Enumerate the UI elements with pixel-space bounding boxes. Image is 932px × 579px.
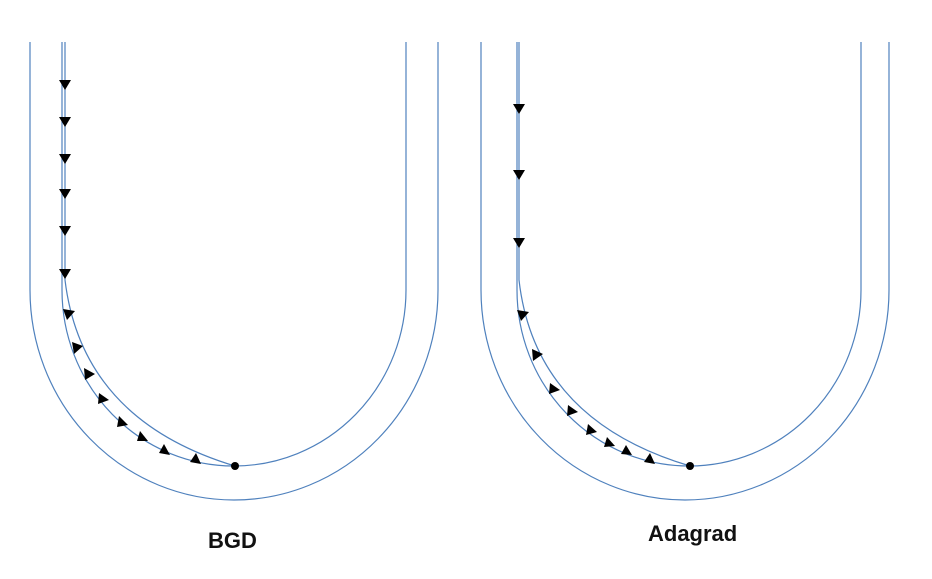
- adagrad-endpoint: [686, 462, 694, 470]
- adagrad-arrow-8: [586, 424, 597, 435]
- adagrad-arrow-4: [517, 310, 529, 321]
- bgd-arrow-9: [84, 368, 95, 380]
- bgd-arrow-3: [59, 154, 71, 164]
- adagrad-arrow-10: [621, 445, 632, 455]
- adagrad-arrow-11: [644, 453, 655, 464]
- bgd-arrow-13: [159, 444, 170, 455]
- adagrad-label: Adagrad: [648, 521, 738, 546]
- adagrad-arrow-2: [513, 170, 525, 180]
- adagrad-arrow-1: [513, 104, 525, 114]
- bgd-arrow-6: [59, 269, 71, 279]
- bgd-descent-path: [64, 42, 236, 467]
- bgd-endpoint: [231, 462, 239, 470]
- bgd-arrow-11: [117, 416, 128, 427]
- adagrad-outer-contour: [480, 42, 890, 501]
- bgd-arrow-4: [59, 189, 71, 199]
- bgd-arrow-12: [137, 431, 148, 441]
- bgd-arrows: [59, 80, 201, 464]
- adagrad-arrow-3: [513, 238, 525, 248]
- adagrad-descent-path: [518, 42, 691, 467]
- bgd-arrow-1: [59, 80, 71, 90]
- adagrad-arrow-7: [567, 405, 578, 416]
- adagrad-inner-contour: [516, 42, 862, 467]
- adagrad-arrows: [513, 104, 655, 464]
- adagrad-panel: [480, 42, 890, 501]
- bgd-inner-contour: [61, 42, 407, 467]
- bgd-arrow-14: [190, 453, 201, 464]
- adagrad-arrow-5: [532, 349, 543, 361]
- bgd-label: BGD: [208, 528, 257, 553]
- bgd-arrow-10: [98, 393, 109, 404]
- bgd-arrow-8: [72, 342, 83, 354]
- bgd-panel: [29, 42, 439, 501]
- bgd-outer-contour: [29, 42, 439, 501]
- bgd-arrow-5: [59, 226, 71, 236]
- adagrad-arrow-6: [549, 383, 560, 394]
- adagrad-arrow-9: [604, 437, 615, 447]
- bgd-arrow-2: [59, 117, 71, 127]
- bgd-arrow-7: [63, 309, 75, 320]
